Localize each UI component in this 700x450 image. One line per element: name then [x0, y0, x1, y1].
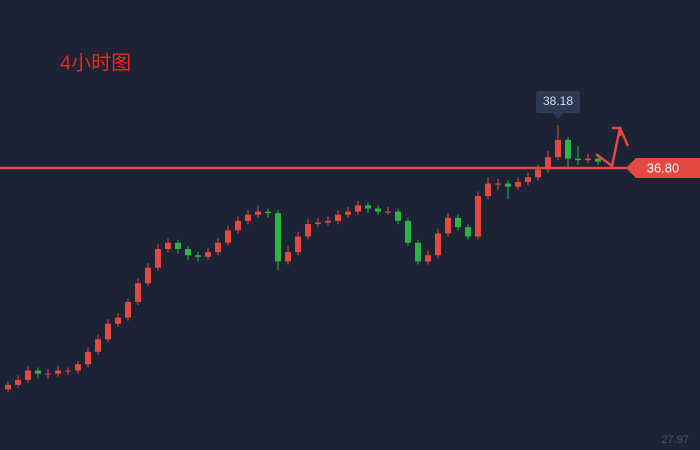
candle-body — [545, 157, 551, 170]
candle-body — [225, 230, 231, 243]
candle-body — [535, 169, 541, 178]
candle-body — [295, 236, 301, 253]
candle-body — [515, 181, 521, 187]
candle-body — [185, 248, 191, 256]
candle-body — [275, 213, 281, 262]
candle-body — [375, 208, 381, 212]
candle-body — [465, 227, 471, 237]
candle-body — [435, 233, 441, 256]
candle-body — [355, 205, 361, 212]
candle-body — [235, 220, 241, 231]
candle-body — [215, 242, 221, 253]
candle-body — [405, 220, 411, 243]
candle-body — [395, 211, 401, 221]
candle-body — [145, 267, 151, 284]
candle-body — [445, 217, 451, 234]
chart-title: 4小时图 — [60, 51, 131, 74]
candle-body — [305, 224, 311, 237]
candle-body — [595, 158, 601, 162]
high-marker-pointer — [553, 112, 563, 119]
candle-body — [45, 373, 51, 375]
candle-body — [165, 242, 171, 249]
candle-body — [85, 351, 91, 365]
candle-body — [365, 205, 371, 209]
y-tick-label: 27.97 — [661, 434, 689, 446]
annotation-arrow-head — [612, 126, 622, 136]
candle-body — [315, 222, 321, 225]
candle-body — [135, 283, 141, 302]
candle-body — [65, 370, 71, 372]
candle-body — [495, 183, 501, 185]
candle-body — [195, 255, 201, 257]
candle-body — [505, 183, 511, 187]
candle-body — [5, 384, 11, 390]
high-marker-label: 38.18 — [543, 94, 573, 108]
candle-body — [125, 301, 131, 318]
candle-body — [285, 252, 291, 262]
candle-body — [455, 217, 461, 228]
annotation-arrow — [595, 126, 630, 168]
candle-body — [555, 139, 561, 158]
candle-body — [415, 242, 421, 262]
candle-body — [205, 252, 211, 257]
candle-body — [575, 158, 581, 161]
candle-body — [565, 139, 571, 159]
candle-body — [255, 211, 261, 215]
candle-body — [175, 242, 181, 249]
candle-body — [265, 211, 271, 214]
plot: 27.97 38.18 36.80 — [0, 90, 700, 446]
high-marker-box — [536, 90, 580, 113]
candle-body — [345, 211, 351, 215]
candle-body — [325, 220, 331, 223]
candle-body — [475, 196, 481, 237]
candle-body — [115, 317, 121, 324]
candle-body — [25, 370, 31, 380]
candle-body — [485, 183, 491, 197]
candle-body — [15, 379, 21, 385]
candle-body — [385, 211, 391, 213]
candle-body — [95, 339, 101, 352]
candle-body — [55, 370, 61, 374]
candle-body — [425, 255, 431, 262]
candle-body — [525, 177, 531, 182]
price-tag — [626, 157, 700, 178]
candle-body — [35, 370, 41, 374]
candle-body — [105, 323, 111, 340]
candle-body — [75, 364, 81, 371]
candle-body — [245, 214, 251, 221]
candle-body — [335, 214, 341, 221]
candle-body — [585, 158, 591, 161]
candle-body — [155, 248, 161, 268]
price-tag-label: 36.80 — [647, 160, 680, 175]
